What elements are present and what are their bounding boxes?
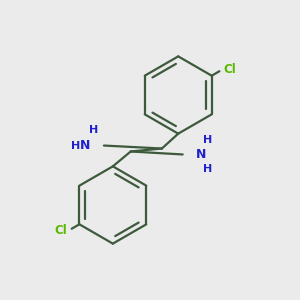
Text: H: H (203, 164, 213, 174)
Text: H: H (71, 140, 80, 151)
Text: Cl: Cl (55, 224, 68, 237)
Text: H: H (89, 125, 99, 135)
Text: N: N (80, 139, 91, 152)
Text: N: N (196, 148, 206, 161)
Text: Cl: Cl (224, 63, 236, 76)
Text: H: H (203, 135, 213, 145)
